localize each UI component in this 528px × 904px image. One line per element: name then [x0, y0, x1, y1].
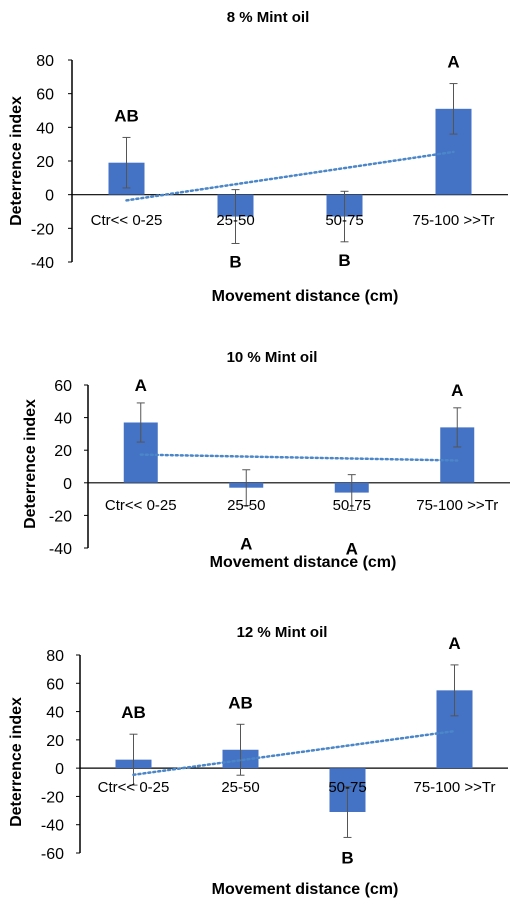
chart-3-y-tick-label: -40	[41, 818, 64, 835]
chart-2-y-tick-label: 0	[63, 476, 72, 493]
chart-3-significance-label: AB	[228, 693, 253, 712]
chart-3-significance-label: B	[341, 848, 353, 867]
chart-1-title: 8 % Mint oil	[227, 9, 310, 26]
chart-1-category-label: 75-100 >>Tr	[413, 212, 495, 229]
chart-2-category-label: 75-100 >>Tr	[416, 497, 498, 514]
chart-3-y-tick-label: 40	[46, 705, 64, 722]
chart-2-y-tick-label: -40	[49, 541, 72, 558]
chart-3-category-label: 25-50	[221, 779, 259, 796]
chart-1-plot: -40 -20 0 20 40 60 80 AB Ctr<< 0-25 B 25-50 B 50-75 A…	[31, 53, 508, 272]
chart-1-category-label: 50-75	[325, 212, 363, 229]
chart-3-y-axis-label: Deterrence index	[8, 697, 25, 827]
chart-1-trendline	[125, 150, 455, 202]
chart-1-x-axis-label: Movement distance (cm)	[212, 288, 399, 305]
chart-3-plot: -60 -40 -20 0 20 40 60 80 AB Ctr<< 0-25 AB 25-50 B 50…	[41, 634, 508, 867]
chart-2-y-tick-label: 60	[54, 378, 72, 395]
chart-1-y-tick-label: -40	[31, 255, 54, 272]
chart-1-category-label: 25-50	[216, 212, 254, 229]
chart-2-x-axis-label: Movement distance (cm)	[210, 554, 397, 571]
chart-3-y-tick-label: 0	[55, 761, 64, 778]
chart-1-y-tick-label: 80	[36, 53, 54, 70]
chart-3-category-label: 50-75	[328, 779, 366, 796]
chart-1-category-label: Ctr<< 0-25	[91, 212, 163, 229]
chart-2-significance-label: A	[240, 535, 252, 554]
chart-2-y-axis-label: Deterrence index	[22, 399, 39, 529]
chart-1-y-axis-label: Deterrence index	[8, 96, 25, 226]
chart-3-y-tick-label: 60	[46, 676, 64, 693]
chart-3: 12 % Mint oil Deterrence index Movement …	[8, 624, 508, 898]
chart-1-y-tick-label: 0	[45, 188, 54, 205]
chart-1-y-tick-label: 40	[36, 120, 54, 137]
chart-3-y-tick-label: -20	[41, 789, 64, 806]
chart-3-x-axis-label: Movement distance (cm)	[212, 881, 399, 898]
chart-1-significance-label: B	[338, 251, 350, 270]
chart-3-trendline	[132, 729, 456, 777]
chart-1-y-tick-label: 60	[36, 87, 54, 104]
chart-2-significance-label: A	[451, 381, 463, 400]
chart-3-title: 12 % Mint oil	[237, 624, 328, 641]
chart-2-significance-label: A	[135, 376, 147, 395]
chart-1-significance-label: A	[447, 53, 459, 72]
chart-2-category-label: 25-50	[227, 497, 265, 514]
chart-1: 8 % Mint oil Deterrence index Movement d…	[8, 9, 508, 305]
chart-2-significance-label: A	[346, 540, 358, 559]
chart-3-category-label: Ctr<< 0-25	[98, 779, 170, 796]
chart-1-y-tick-label: -20	[31, 221, 54, 238]
chart-3-y-tick-label: 80	[46, 648, 64, 665]
chart-2-y-tick-label: 20	[54, 443, 72, 460]
chart-3-y-tick-label: 20	[46, 733, 64, 750]
chart-3-category-label: 75-100 >>Tr	[414, 779, 496, 796]
chart-3-y-tick-label: -60	[41, 846, 64, 863]
chart-1-y-tick-label: 20	[36, 154, 54, 171]
chart-2-y-tick-label: 40	[54, 411, 72, 428]
chart-2-category-label: 50-75	[333, 497, 371, 514]
chart-1-significance-label: AB	[114, 106, 139, 125]
chart-2-y-tick-label: -20	[49, 508, 72, 525]
chart-2-title: 10 % Mint oil	[227, 349, 318, 366]
chart-3-significance-label: AB	[121, 703, 146, 722]
chart-2: 10 % Mint oil Deterrence index Movement …	[22, 349, 510, 571]
chart-2-category-label: Ctr<< 0-25	[105, 497, 177, 514]
chart-2-plot: -40 -20 0 20 40 60 A Ctr<< 0-25 A 25-50 A 50-75 A 75-…	[49, 376, 510, 559]
chart-3-significance-label: A	[448, 634, 460, 653]
chart-2-trendline	[139, 453, 459, 462]
chart-1-significance-label: B	[229, 252, 241, 271]
